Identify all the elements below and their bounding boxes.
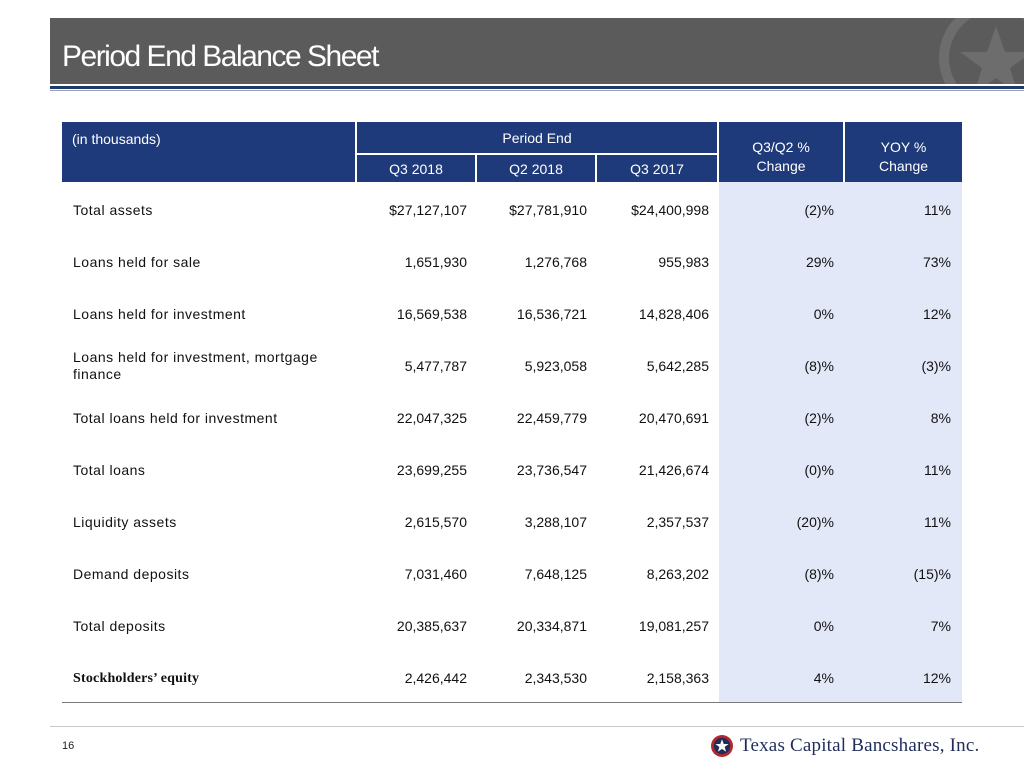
row-label: Loans held for investment xyxy=(73,305,246,322)
company-logo: Texas Capital Bancshares, Inc. xyxy=(710,732,979,760)
table-body: Total assets $27,127,107 $27,781,910 $24… xyxy=(62,182,962,703)
yoy-header-line2: Change xyxy=(878,158,929,174)
cell-q2-2018: $27,781,910 xyxy=(509,202,587,218)
cell-yoy-change: 12% xyxy=(922,306,951,322)
column-header-q3-2018: Q3 2018 xyxy=(357,155,475,182)
cell-q2-2018: 22,459,779 xyxy=(516,410,587,426)
company-name: Texas Capital Bancshares, Inc. xyxy=(740,735,980,756)
cell-q2-2018: 1,276,768 xyxy=(524,254,587,270)
cell-q2-2018: 2,343,530 xyxy=(524,670,587,686)
cell-q3-2018: 22,047,325 xyxy=(396,410,467,426)
cell-yoy-change: 11% xyxy=(924,462,951,478)
cell-q3-2017: 2,357,537 xyxy=(646,514,709,530)
page-number: 16 xyxy=(62,740,75,752)
cell-qq-change: (0)% xyxy=(804,462,834,478)
cell-q3-2017: $24,400,998 xyxy=(631,202,709,218)
period-end-header: Period End xyxy=(357,122,717,154)
cell-q3-2018: 1,651,930 xyxy=(404,254,467,270)
table-row: Stockholders’ equity 2,426,442 2,343,530… xyxy=(62,658,962,698)
table-row: Liquidity assets 2,615,570 3,288,107 2,3… xyxy=(62,502,962,542)
cell-q3-2018: 5,477,787 xyxy=(404,358,467,374)
cell-q2-2018: 20,334,871 xyxy=(516,618,587,634)
balance-sheet-table: (in thousands) Period End Q3 2018 Q2 201… xyxy=(62,122,962,703)
cell-q2-2018: 16,536,721 xyxy=(516,306,587,322)
cell-q2-2018: 5,923,058 xyxy=(524,358,587,374)
cell-qq-change: (20)% xyxy=(796,514,834,530)
star-emblem-icon xyxy=(939,18,1024,84)
cell-q2-2018: 7,648,125 xyxy=(524,566,587,582)
cell-qq-change: (2)% xyxy=(804,202,834,218)
cell-q3-2018: 7,031,460 xyxy=(404,566,467,582)
unit-label: (in thousands) xyxy=(62,122,355,182)
cell-yoy-change: 8% xyxy=(930,410,951,426)
table-row: Total loans 23,699,255 23,736,547 21,426… xyxy=(62,450,962,490)
footer-divider xyxy=(50,726,1024,727)
star-seal-icon xyxy=(711,735,733,757)
cell-qq-change: (8)% xyxy=(804,566,834,582)
cell-q3-2017: 5,642,285 xyxy=(646,358,709,374)
cell-q3-2017: 20,470,691 xyxy=(638,410,709,426)
cell-q3-2018: $27,127,107 xyxy=(389,202,467,218)
cell-yoy-change: 11% xyxy=(924,514,951,530)
cell-qq-change: 0% xyxy=(813,306,834,322)
column-header-yoy-change: YOY % Change xyxy=(845,122,962,182)
table-row: Total assets $27,127,107 $27,781,910 $24… xyxy=(62,190,962,230)
yoy-header-line1: YOY % xyxy=(880,139,927,155)
change-columns-shading xyxy=(719,182,962,702)
cell-q3-2017: 21,426,674 xyxy=(638,462,709,478)
cell-qq-change: 4% xyxy=(813,670,834,686)
page-title: Period End Balance Sheet xyxy=(62,40,379,73)
cell-qq-change: 29% xyxy=(805,254,834,270)
cell-q3-2018: 20,385,637 xyxy=(396,618,467,634)
column-header-q2-2018: Q2 2018 xyxy=(477,155,595,182)
column-header-qq-change: Q3/Q2 % Change xyxy=(719,122,843,182)
table-header: (in thousands) Period End Q3 2018 Q2 201… xyxy=(62,122,962,182)
cell-yoy-change: (15)% xyxy=(913,566,951,582)
row-label: Loans held for sale xyxy=(73,253,201,270)
qq-header-line1: Q3/Q2 % xyxy=(752,139,810,155)
table-row: Total deposits 20,385,637 20,334,871 19,… xyxy=(62,606,962,646)
cell-q3-2018: 2,615,570 xyxy=(404,514,467,530)
cell-yoy-change: (3)% xyxy=(921,358,951,374)
cell-q3-2017: 14,828,406 xyxy=(638,306,709,322)
cell-q3-2018: 16,569,538 xyxy=(396,306,467,322)
cell-q3-2017: 2,158,363 xyxy=(646,670,709,686)
title-divider xyxy=(50,86,1024,89)
cell-yoy-change: 12% xyxy=(922,670,951,686)
cell-q2-2018: 3,288,107 xyxy=(524,514,587,530)
cell-q3-2018: 2,426,442 xyxy=(404,670,467,686)
cell-yoy-change: 73% xyxy=(922,254,951,270)
cell-qq-change: (8)% xyxy=(804,358,834,374)
table-row: Total loans held for investment 22,047,3… xyxy=(62,398,962,438)
row-label: Liquidity assets xyxy=(73,513,177,530)
row-label: Total loans xyxy=(73,461,146,478)
row-label: Total loans held for investment xyxy=(73,409,278,426)
cell-yoy-change: 7% xyxy=(930,618,951,634)
column-header-q3-2017: Q3 2017 xyxy=(597,155,717,182)
row-label: Demand deposits xyxy=(73,565,190,582)
table-bottom-rule xyxy=(62,702,962,703)
row-label: Stockholders’ equity xyxy=(73,670,200,686)
cell-yoy-change: 11% xyxy=(924,202,951,218)
qq-header-line2: Change xyxy=(756,158,806,174)
cell-qq-change: 0% xyxy=(813,618,834,634)
title-divider-thin xyxy=(50,90,1024,91)
cell-q3-2017: 955,983 xyxy=(658,254,709,270)
row-label: Total assets xyxy=(73,201,153,218)
cell-q3-2017: 8,263,202 xyxy=(646,566,709,582)
table-row: Loans held for investment 16,569,538 16,… xyxy=(62,294,962,334)
table-row: Demand deposits 7,031,460 7,648,125 8,26… xyxy=(62,554,962,594)
title-bar: Period End Balance Sheet xyxy=(50,18,1024,84)
table-row: Loans held for investment, mortgage fina… xyxy=(62,346,962,386)
cell-qq-change: (2)% xyxy=(804,410,834,426)
row-label: Loans held for investment, mortgage fina… xyxy=(73,349,318,382)
row-label: Total deposits xyxy=(73,617,166,634)
table-row: Loans held for sale 1,651,930 1,276,768 … xyxy=(62,242,962,282)
cell-q3-2018: 23,699,255 xyxy=(396,462,467,478)
cell-q3-2017: 19,081,257 xyxy=(638,618,709,634)
cell-q2-2018: 23,736,547 xyxy=(516,462,587,478)
